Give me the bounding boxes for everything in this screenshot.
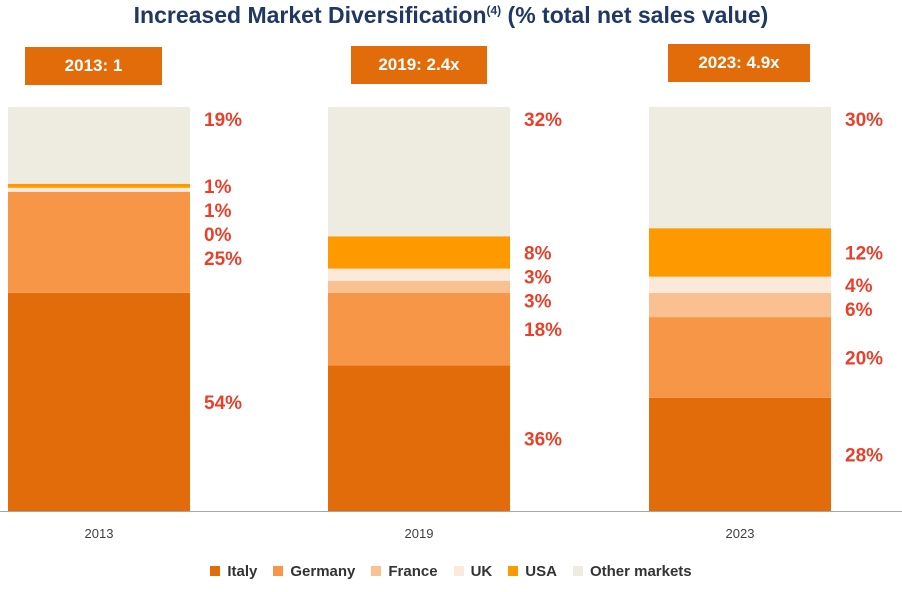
bar-segment-2019-germany xyxy=(328,292,510,366)
x-tick-label-2023: 2023 xyxy=(726,526,755,541)
data-label-2013-other-markets: 19% xyxy=(204,110,242,131)
x-tick-label-2013: 2013 xyxy=(85,526,114,541)
chart-title-suffix: (% total net sales value) xyxy=(501,2,769,28)
data-label-2019-uk: 3% xyxy=(524,267,552,288)
chart-title-footnote: (4) xyxy=(486,3,502,18)
data-label-2019-usa: 8% xyxy=(524,243,552,264)
data-label-2013-france: 0% xyxy=(204,225,232,246)
legend-item-italy: Italy xyxy=(210,563,257,580)
data-label-2013-italy: 54% xyxy=(204,393,242,414)
bar-segment-2019-uk xyxy=(328,268,510,281)
data-label-2023-germany: 20% xyxy=(845,348,883,369)
legend-label-other-markets: Other markets xyxy=(589,562,692,580)
legend-item-other-markets: Other markets xyxy=(572,562,692,580)
data-label-2023-france: 6% xyxy=(845,300,873,321)
bar-segment-2013-usa xyxy=(8,183,190,188)
multiplier-badge-2019: 2019: 2.4x xyxy=(351,46,487,84)
bar-segment-2013-uk xyxy=(8,187,190,192)
data-label-2019-germany: 18% xyxy=(524,320,562,341)
legend-swatch-france xyxy=(371,566,382,576)
legend-swatch-other-markets xyxy=(572,566,583,576)
data-label-2023-other-markets: 30% xyxy=(845,110,883,131)
legend-label-usa: USA xyxy=(525,562,557,580)
bar-segment-2019-italy xyxy=(328,365,510,511)
data-label-2013-germany: 25% xyxy=(204,249,242,270)
legend-swatch-uk xyxy=(453,566,464,576)
chart-title-main: Increased Market Diversification xyxy=(133,2,487,28)
bar-segment-2023-other-markets xyxy=(649,107,831,229)
bar-segment-2023-france xyxy=(649,292,831,318)
bar-segment-2019-usa xyxy=(328,236,510,269)
x-tick-label-2019: 2019 xyxy=(405,526,434,541)
multiplier-badge-2013: 2013: 1 xyxy=(25,47,162,85)
legend-item-france: France xyxy=(371,562,438,580)
legend-item-germany: Germany xyxy=(273,563,355,580)
legend-item-uk: UK xyxy=(453,562,493,580)
bar-segment-2023-italy xyxy=(649,397,831,511)
legend-label-italy: Italy xyxy=(227,562,258,580)
bar-segment-2023-usa xyxy=(649,228,831,277)
legend-label-france: France xyxy=(388,562,438,580)
data-label-2023-italy: 28% xyxy=(845,445,883,466)
legend-swatch-germany xyxy=(273,566,284,576)
bar-segment-2019-france xyxy=(328,280,510,293)
data-label-2019-other-markets: 32% xyxy=(524,110,562,131)
data-label-2023-usa: 12% xyxy=(845,243,883,264)
multiplier-badge-2023: 2023: 4.9x xyxy=(668,44,810,82)
data-label-2023-uk: 4% xyxy=(845,276,873,297)
legend-swatch-italy xyxy=(210,566,221,576)
legend-label-uk: UK xyxy=(470,562,493,580)
data-label-2013-usa: 1% xyxy=(204,177,232,198)
chart-title: Increased Market Diversification(4) (% t… xyxy=(0,0,902,30)
data-label-2013-uk: 1% xyxy=(204,201,232,222)
bar-segment-2023-uk xyxy=(649,276,831,293)
bar-segment-2013-italy xyxy=(8,292,190,511)
bar-segment-2019-other-markets xyxy=(328,107,510,237)
legend-label-germany: Germany xyxy=(290,562,356,580)
legend: Italy Germany France UK USA Other market… xyxy=(0,560,902,582)
bar-segment-2013-germany xyxy=(8,191,190,293)
bar-segment-2013-other-markets xyxy=(8,107,190,184)
bar-segment-2023-germany xyxy=(649,317,831,398)
data-label-2019-italy: 36% xyxy=(524,429,562,450)
legend-swatch-usa xyxy=(508,566,519,576)
legend-item-usa: USA xyxy=(508,563,557,580)
data-label-2019-france: 3% xyxy=(524,291,552,312)
